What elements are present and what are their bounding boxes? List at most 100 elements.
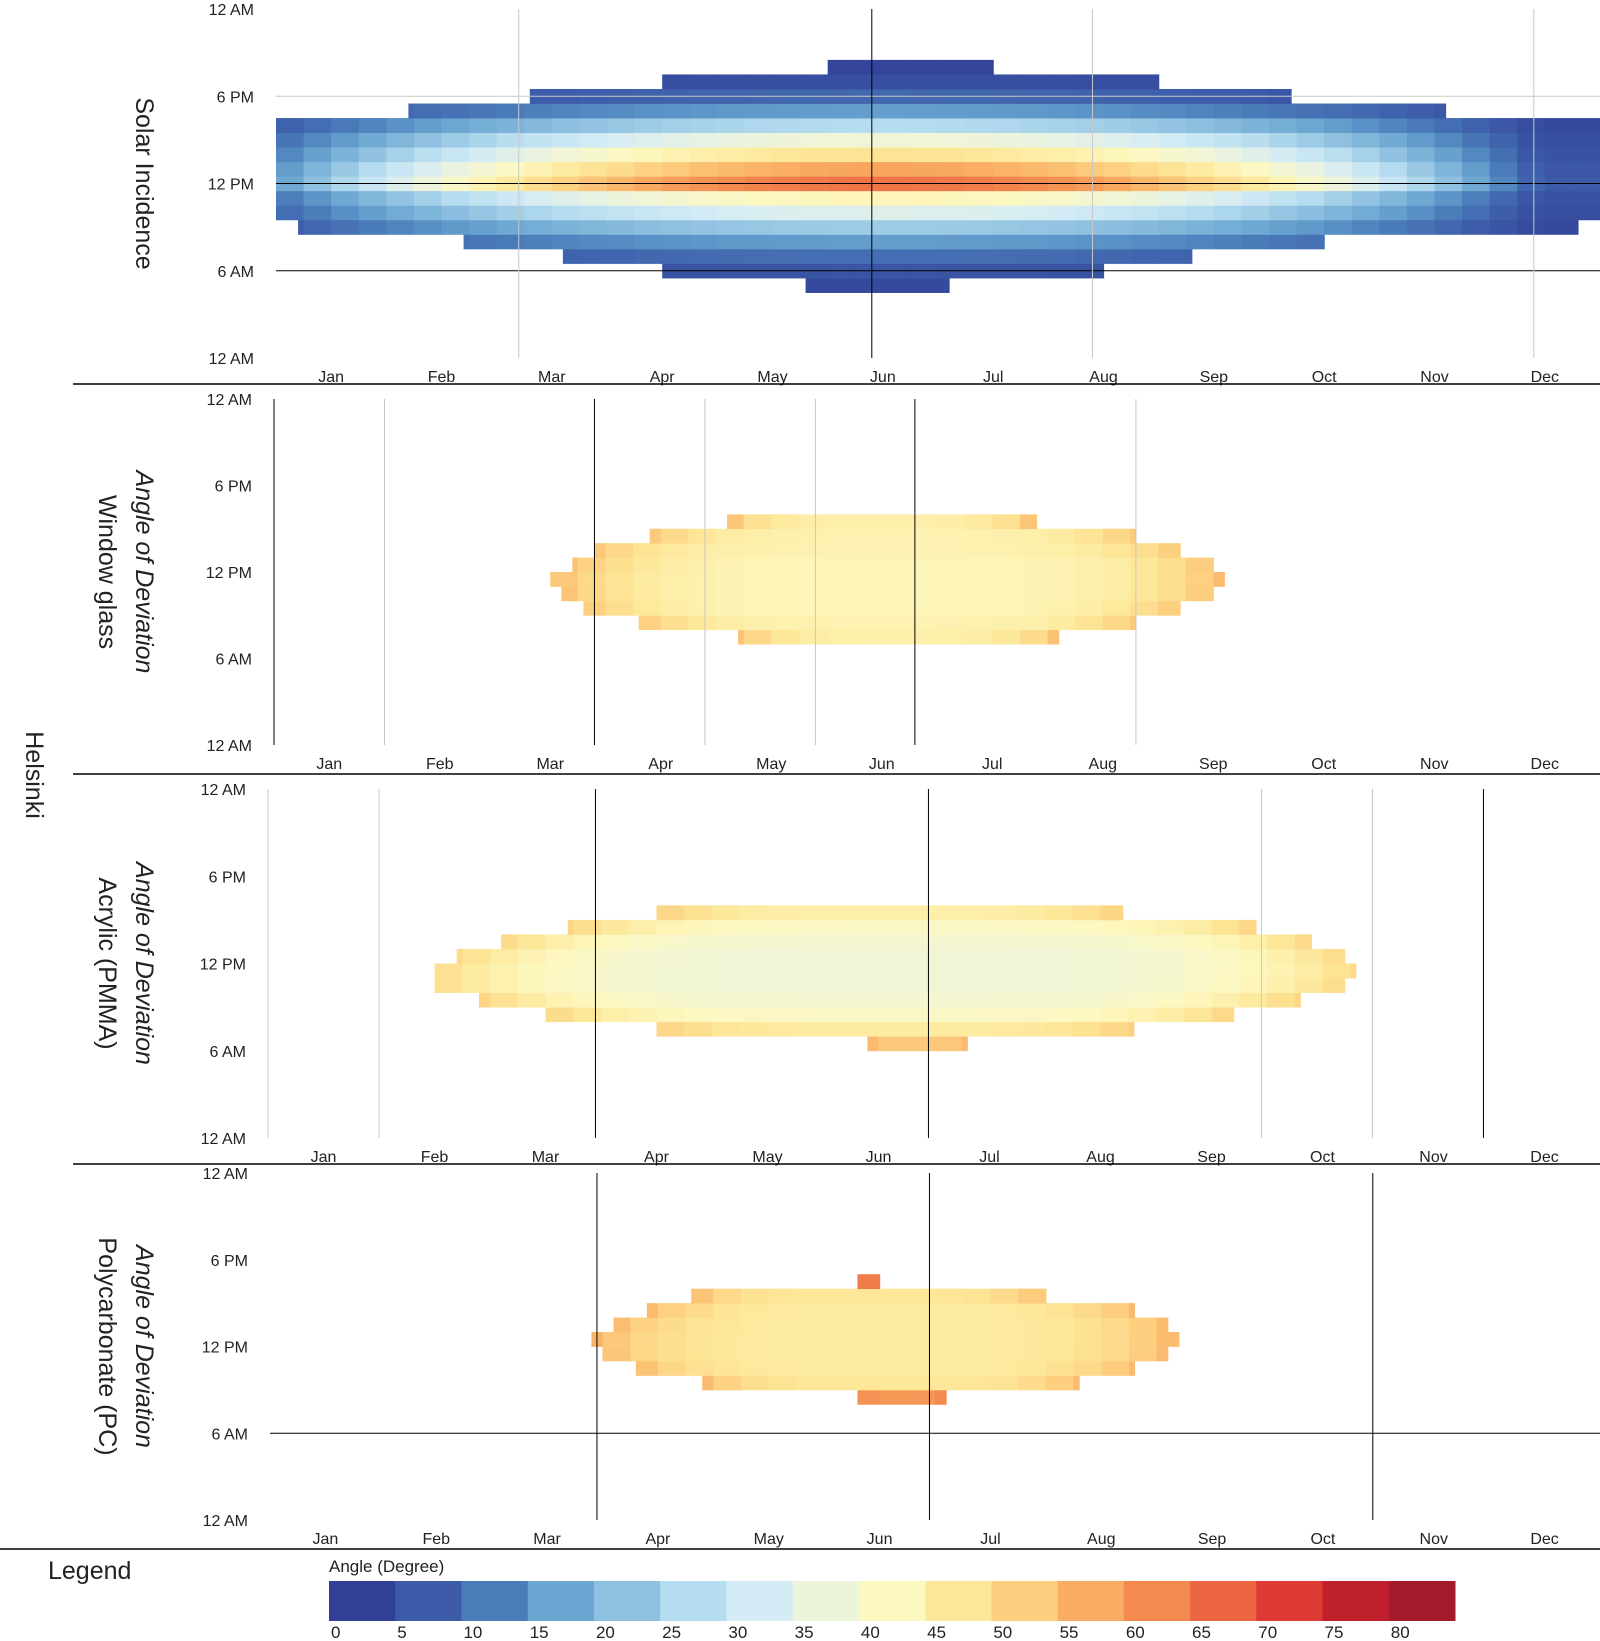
heat-cell [1434, 205, 1463, 221]
heat-cell [1489, 118, 1518, 133]
heat-cell [992, 572, 1021, 587]
heat-cell [1434, 103, 1447, 119]
heat-cell [1018, 1332, 1047, 1347]
heat-cell [1572, 147, 1600, 163]
heat-cell [1102, 557, 1131, 573]
heat-cell [1434, 219, 1463, 235]
heat-cell [910, 118, 939, 133]
heat-cell [882, 161, 912, 177]
heat-cell [441, 190, 470, 206]
colorbar-swatch [991, 1581, 1059, 1621]
heat-cell [1018, 1360, 1047, 1376]
heat-cell [1213, 219, 1243, 235]
heat-cell [551, 147, 581, 163]
heat-cell [1572, 190, 1600, 206]
heat-cell [935, 1346, 964, 1362]
heat-cell [1241, 190, 1270, 206]
heat-cell [823, 905, 852, 921]
heat-cell [1186, 190, 1215, 206]
heat-cell [1075, 528, 1104, 544]
heat-cell [990, 1346, 1019, 1362]
heat-cell [712, 1007, 741, 1023]
heat-cell [934, 1007, 963, 1023]
heat-cell [1075, 234, 1105, 250]
heat-cell [881, 615, 910, 631]
heat-cell [358, 219, 387, 235]
heat-cell [1406, 118, 1436, 133]
heat-cell [303, 118, 332, 133]
heat-cell [662, 219, 691, 235]
heat-cell [827, 248, 856, 264]
heat-cell [937, 543, 966, 558]
heat-cell [1183, 992, 1213, 1008]
heat-cell [1075, 543, 1104, 558]
heat-cell [1156, 992, 1185, 1008]
heat-cell [909, 557, 938, 573]
heat-cell [1158, 248, 1187, 264]
heat-cell [772, 74, 801, 90]
heat-cell [910, 190, 939, 206]
heat-cell [961, 905, 991, 921]
heat-cell [937, 615, 966, 631]
heat-cell [855, 118, 884, 133]
heat-cell [628, 992, 658, 1008]
heat-cell [303, 132, 332, 148]
heat-cell [469, 161, 498, 177]
heat-cell [767, 1007, 796, 1023]
heat-cell [854, 514, 883, 530]
heat-cell [1489, 147, 1518, 163]
y-tick-label: 12 AM [207, 738, 252, 755]
heat-cell [1045, 934, 1074, 950]
heat-cell [1324, 161, 1353, 177]
heat-cell [716, 557, 745, 573]
heat-cell [768, 1332, 798, 1347]
heat-cell [739, 919, 769, 935]
heat-cell [798, 600, 828, 616]
heat-cell [882, 132, 912, 148]
heat-cell [768, 1317, 798, 1333]
heat-cell [634, 219, 663, 235]
heat-cell [496, 205, 525, 221]
heat-cell [879, 1303, 908, 1318]
heat-cell [800, 147, 829, 163]
heat-cell [990, 1332, 1019, 1347]
heat-cell [656, 978, 685, 993]
heat-cell [660, 528, 689, 544]
heat-cell [1489, 132, 1518, 148]
heat-cell [962, 1288, 992, 1304]
heat-cell [688, 600, 717, 616]
heat-cell [1269, 132, 1298, 148]
heat-cell [824, 1375, 853, 1391]
heat-cell [906, 948, 935, 964]
heat-cell [649, 528, 662, 544]
heat-cell [628, 963, 658, 979]
heat-cell [634, 147, 663, 163]
heat-cell [881, 600, 910, 616]
heat-cell [767, 948, 796, 964]
heat-cell [413, 161, 443, 177]
heat-cell [993, 205, 1022, 221]
heat-cell [579, 219, 608, 235]
heat-cell [441, 103, 470, 119]
heat-cell [712, 934, 741, 950]
heat-cell [796, 1375, 825, 1391]
heat-cell [878, 992, 907, 1008]
heat-cell [743, 572, 772, 587]
heat-cell [989, 1007, 1018, 1023]
heat-cell [795, 1007, 824, 1023]
heat-cell [744, 103, 774, 119]
heat-cell [938, 278, 950, 293]
heat-cell [1156, 1007, 1185, 1023]
heat-cell [992, 557, 1021, 573]
heat-cell [1379, 161, 1408, 177]
heat-cell [882, 103, 912, 119]
heat-cell [910, 161, 939, 177]
heat-cell [1020, 248, 1049, 264]
heat-cell [1572, 161, 1600, 177]
heat-cell [1158, 219, 1187, 235]
heat-cell [1351, 190, 1380, 206]
heat-cell [331, 219, 360, 235]
heat-cell [1267, 934, 1296, 950]
heat-cell [964, 629, 993, 645]
heat-cell [1020, 219, 1049, 235]
